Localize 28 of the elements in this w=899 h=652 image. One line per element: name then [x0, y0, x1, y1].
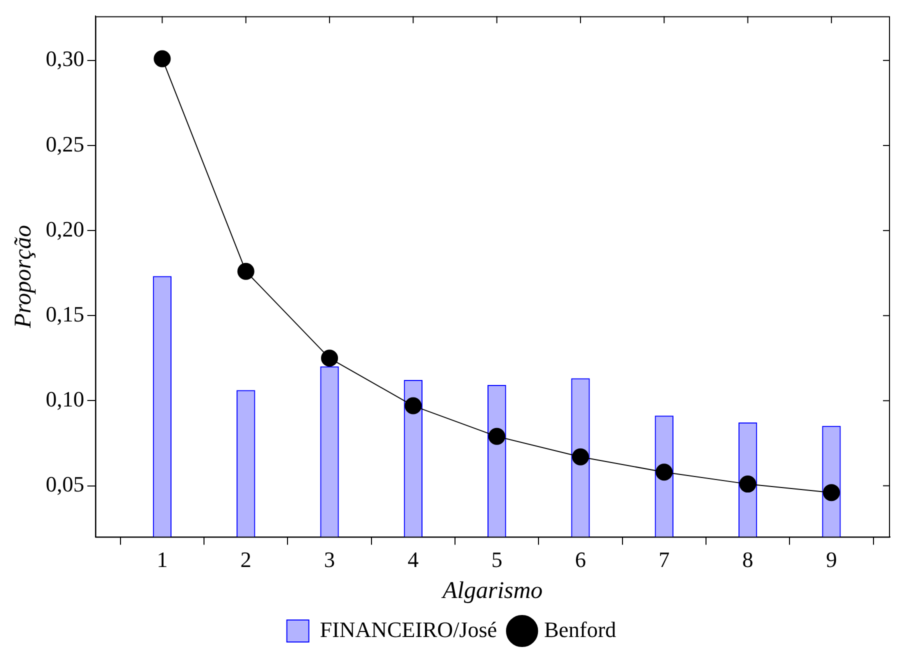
y-tick-label: 0,30 [46, 46, 84, 72]
y-tick-label: 0,10 [46, 386, 84, 412]
x-axis-title: Algarismo [440, 578, 543, 604]
x-tick-label: 4 [408, 546, 419, 572]
point [822, 484, 840, 502]
point [237, 262, 254, 280]
point [321, 350, 338, 367]
point [154, 50, 171, 68]
x-tick-label: 2 [240, 546, 252, 572]
x-tick-label: 5 [491, 546, 502, 572]
y-tick-label: 0,15 [46, 301, 84, 326]
y-tick-label: 0,05 [46, 472, 84, 497]
point [404, 397, 422, 414]
point [656, 464, 673, 481]
x-tick-label: 9 [826, 546, 837, 572]
point [572, 448, 589, 466]
point [488, 428, 506, 445]
legend-label: Benford [544, 616, 616, 642]
legend-label: FINANCEIRO/José [320, 616, 498, 642]
x-tick-label: 7 [658, 546, 670, 572]
x-tick-label: 6 [574, 546, 586, 572]
point [739, 476, 756, 493]
y-tick-label: 0,20 [46, 216, 84, 242]
y-axis-title: Proporção [10, 224, 37, 330]
x-tick-label: 1 [156, 546, 168, 572]
x-tick-label: 8 [742, 546, 754, 572]
x-tick-label: 3 [324, 546, 336, 572]
y-tick-label: 0,25 [46, 131, 84, 156]
